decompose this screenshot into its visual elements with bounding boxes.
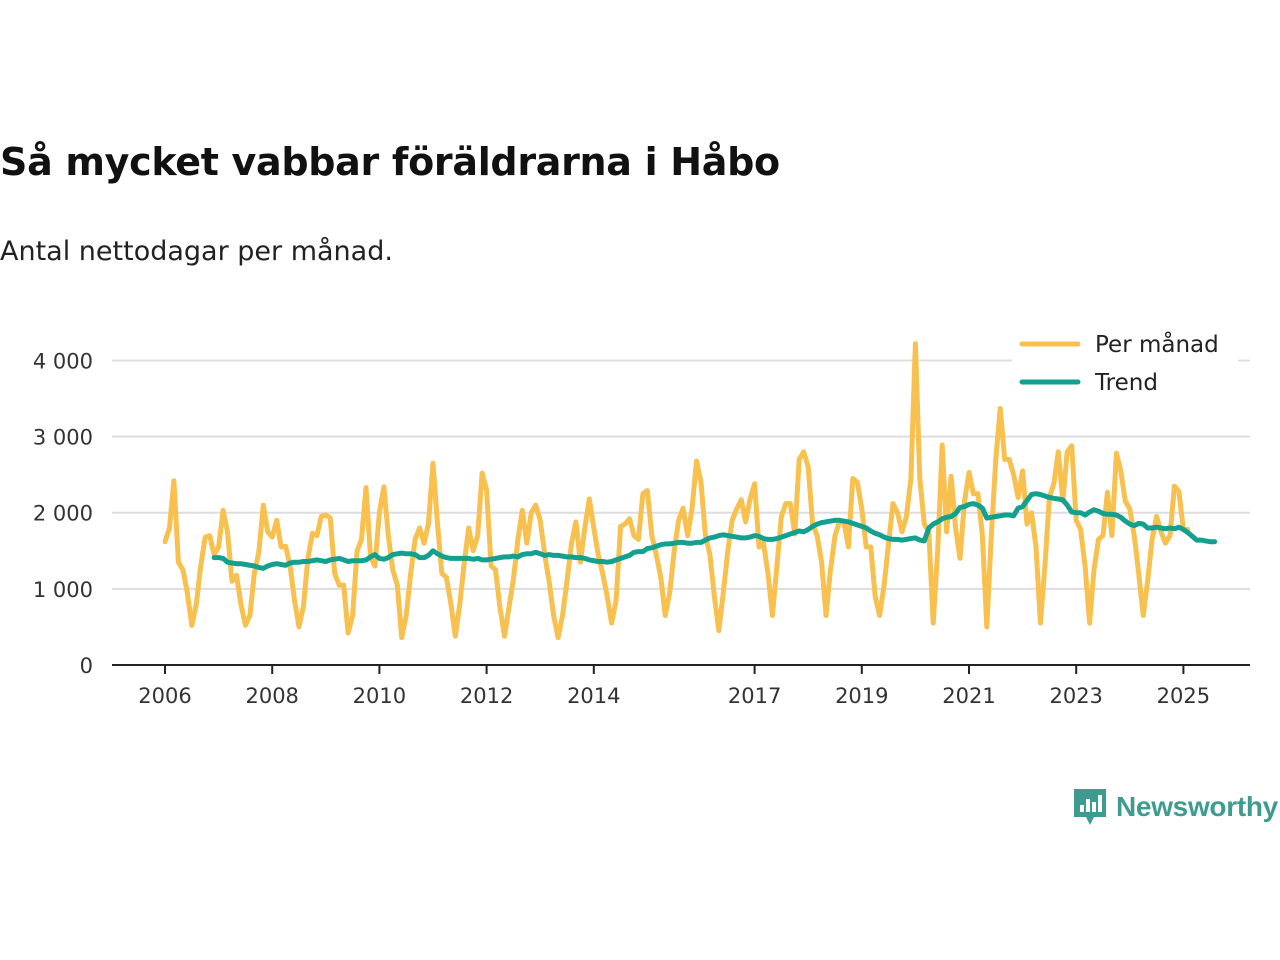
legend: Per månad Trend bbox=[1012, 322, 1238, 402]
legend-label: Trend bbox=[1094, 370, 1158, 396]
legend-label: Per månad bbox=[1095, 330, 1219, 358]
legend-background bbox=[1012, 322, 1238, 402]
x-tick-label: 2006 bbox=[138, 684, 191, 708]
x-tick-label: 2019 bbox=[835, 684, 888, 708]
newsworthy-brand[interactable]: Newsworthy bbox=[1072, 786, 1278, 828]
x-tick-label: 2025 bbox=[1157, 684, 1210, 708]
newsworthy-logo-icon bbox=[1074, 789, 1106, 825]
y-tick-label: 3 000 bbox=[33, 426, 93, 450]
x-tick-label: 2010 bbox=[353, 684, 406, 708]
y-tick-label: 4 000 bbox=[33, 349, 93, 373]
x-tick-label: 2008 bbox=[245, 684, 298, 708]
x-tick-label: 2012 bbox=[460, 684, 513, 708]
brand-name: Newsworthy bbox=[1116, 791, 1278, 822]
chart-title: Så mycket vabbar föräldrarna i Håbo bbox=[0, 140, 780, 184]
y-tick-label: 1 000 bbox=[33, 578, 93, 602]
y-tick-label: 2 000 bbox=[33, 502, 93, 526]
series-lines bbox=[162, 341, 1218, 641]
monthly-series-line bbox=[162, 341, 1191, 641]
x-tick-label: 2021 bbox=[942, 684, 995, 708]
trend-series-line bbox=[211, 491, 1218, 571]
y-tick-label: 0 bbox=[80, 654, 93, 678]
axes: 0 1 000 2 000 3 000 4 000 2006 2008 2010 2012 201… bbox=[33, 349, 1250, 708]
chart-subtitle: Antal nettodagar per månad. bbox=[0, 236, 393, 267]
x-tick-label: 2014 bbox=[567, 684, 620, 708]
x-tick-label: 2017 bbox=[728, 684, 781, 708]
x-tick-label: 2023 bbox=[1049, 684, 1102, 708]
